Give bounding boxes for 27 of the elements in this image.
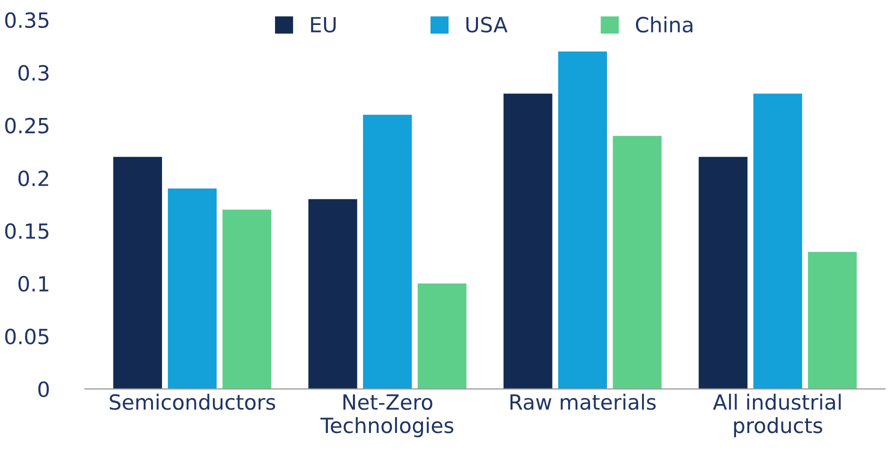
bar [418, 283, 466, 389]
bar [363, 114, 412, 389]
x-tick-label: Net-Zero Technologies [320, 394, 454, 438]
y-tick-label: 0.3 [18, 65, 49, 81]
bar [222, 210, 272, 389]
legend-label: USA [466, 16, 508, 33]
x-tick-label: All industrial products [712, 394, 841, 438]
bar [168, 188, 217, 389]
bar [558, 51, 607, 389]
bar [612, 136, 662, 389]
x-tick-label: Semiconductors [110, 394, 276, 410]
y-tick-label: 0.35 [5, 12, 48, 28]
bar [504, 94, 552, 389]
y-tick-label: 0.1 [18, 276, 48, 292]
y-tick-label: 0 [38, 381, 49, 398]
legend-label: EU [311, 17, 336, 33]
legend-label: China [636, 16, 692, 33]
y-tick-label: 0.25 [5, 118, 48, 134]
bar [698, 156, 748, 389]
bar [753, 94, 802, 389]
bar [308, 199, 358, 389]
bar [808, 252, 857, 389]
bar [113, 156, 162, 389]
y-tick-label: 0.2 [18, 170, 48, 186]
y-tick-label: 0.05 [5, 328, 48, 344]
x-tick-label: Raw materials [510, 394, 656, 410]
y-tick-label: 0.15 [5, 223, 48, 239]
